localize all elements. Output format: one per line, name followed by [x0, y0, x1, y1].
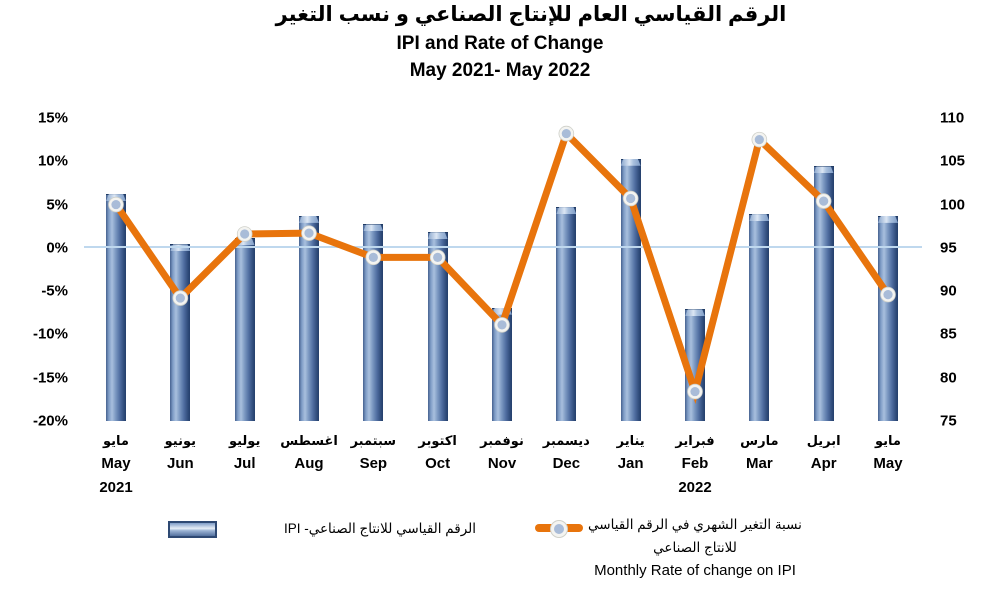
legend-rate-label-ar2: للانتاج الصناعي [653, 540, 737, 555]
month-label: مايو May [855, 431, 921, 476]
month-label-arabic: ديسمبر [542, 433, 590, 448]
month-label-arabic: فبراير [675, 433, 715, 448]
chart-title-english: IPI and Rate of Change [396, 33, 604, 54]
month-label-english: Nov [487, 455, 517, 472]
month-label: اغسطس Aug [276, 431, 342, 476]
right-axis-tick-label: 105 [940, 152, 966, 170]
month-label: اكتوبر Oct [405, 431, 471, 476]
month-label: مايو May 2021 [83, 431, 149, 500]
month-label-arabic: يناير [616, 433, 645, 448]
right-axis-tick-label: 75 [940, 412, 957, 430]
month-label-english: Jul [233, 455, 256, 472]
ipi-bar [363, 224, 384, 421]
rate-marker [365, 249, 382, 266]
ipi-bar [492, 307, 512, 421]
right-axis-tick-label: 80 [940, 369, 957, 387]
left-axis-tick-label: -5% [41, 282, 68, 300]
month-label-arabic: نوفمبر [480, 433, 524, 448]
month-label: مارس Mar [726, 431, 792, 476]
month-label-english: Aug [294, 455, 324, 472]
rate-marker [815, 193, 832, 209]
month-label-english: May [101, 455, 131, 472]
left-axis-tick-label: 0% [46, 239, 68, 257]
year-label: 2021 [99, 479, 133, 496]
month-label: يونيو Jun [147, 431, 213, 476]
left-axis-tick-label: 15% [37, 109, 68, 127]
ipi-bar [878, 215, 898, 421]
month-label-english: Sep [359, 455, 388, 472]
month-label-arabic: اكتوبر [418, 433, 457, 448]
month-label: فبراير Feb 2022 [662, 431, 728, 500]
rate-marker [751, 131, 768, 148]
month-label-arabic: سبتمبر [350, 433, 397, 448]
month-label-english: Feb [681, 455, 709, 472]
month-label-english: Apr [810, 455, 837, 472]
rate-marker [880, 286, 896, 303]
ipi-bar [234, 238, 255, 421]
year-label: 2022 [678, 479, 712, 496]
right-axis-tick-label: 95 [940, 239, 957, 257]
month-label-arabic: يونيو [164, 433, 197, 448]
month-label-arabic: ابريل [806, 433, 841, 448]
month-label: يناير Jan [598, 431, 664, 476]
zero-gridline [84, 246, 922, 248]
right-axis-tick-label: 90 [940, 282, 957, 300]
chart-title-arabic: الرقم القياسي العام للإنتاج الصناعي و نس… [275, 3, 787, 26]
legend-rate-label: نسبة التغير الشهري في الرقم القياسي للان… [575, 513, 815, 583]
month-label: نوفمبر Nov [469, 431, 535, 476]
legend-rate-label-en: Monthly Rate of change on IPI [594, 562, 796, 579]
chart-title-period: May 2021- May 2022 [409, 60, 591, 81]
rate-marker [108, 196, 124, 213]
rate-marker [429, 249, 446, 266]
ipi-bar [749, 214, 770, 421]
ipi-bar [813, 166, 834, 421]
rate-marker [494, 317, 510, 333]
rate-marker [687, 383, 703, 400]
month-label: سبتمبر Sep [340, 431, 406, 476]
month-label: ديسمبر Dec [533, 431, 599, 476]
right-axis-tick-label: 100 [940, 196, 966, 214]
month-label-arabic: اغسطس [280, 433, 338, 448]
month-label-english: Dec [552, 455, 581, 472]
month-label: يوليو Jul [212, 431, 278, 476]
month-label-english: Jun [166, 455, 194, 472]
month-label-english: Oct [425, 455, 451, 472]
left-axis-tick-label: -20% [32, 412, 68, 430]
rate-marker [172, 290, 189, 306]
month-label-arabic: مارس [740, 433, 779, 448]
month-label-english: Mar [745, 455, 773, 472]
month-label-arabic: يوليو [228, 433, 261, 448]
left-axis-tick-label: 10% [37, 152, 68, 170]
rate-marker [301, 225, 317, 241]
right-axis-tick-label: 110 [940, 109, 965, 127]
left-axis-tick-label: 5% [46, 196, 68, 214]
right-axis-tick-label: 85 [940, 325, 957, 343]
rate-line [113, 127, 891, 404]
legend-rate-label-ar1: نسبة التغير الشهري في الرقم القياسي [588, 517, 802, 532]
month-label-arabic: مايو [875, 433, 901, 448]
rate-marker [236, 226, 253, 242]
legend-bar-swatch-icon [168, 521, 217, 538]
ipi-bar [299, 215, 319, 421]
month-label-arabic: مايو [103, 433, 129, 448]
ipi-bar [556, 207, 577, 421]
legend-line-marker-icon [551, 521, 567, 537]
left-axis-tick-label: -15% [32, 369, 68, 387]
ipi-bar [427, 232, 448, 421]
rate-marker [558, 125, 575, 142]
left-axis-tick-label: -10% [32, 325, 68, 343]
month-label-english: May [873, 455, 903, 472]
chart-title-block: الرقم القياسي العام للإنتاج الصناعي و نس… [0, 0, 1000, 84]
legend-ipi-label: الرقم القياسي للانتاج الصناعي- IPI [283, 521, 477, 536]
ipi-bar [106, 194, 126, 421]
month-label-english: Jan [617, 455, 644, 472]
month-label: ابريل Apr [791, 431, 857, 476]
rate-marker [622, 190, 639, 207]
